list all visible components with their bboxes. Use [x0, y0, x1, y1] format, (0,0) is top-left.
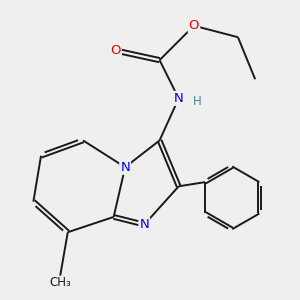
Text: N: N — [174, 92, 184, 105]
Text: N: N — [120, 161, 130, 174]
Text: O: O — [110, 44, 121, 57]
Text: O: O — [189, 19, 199, 32]
Text: N: N — [140, 218, 149, 231]
Text: H: H — [193, 94, 202, 108]
Text: CH₃: CH₃ — [49, 276, 71, 289]
